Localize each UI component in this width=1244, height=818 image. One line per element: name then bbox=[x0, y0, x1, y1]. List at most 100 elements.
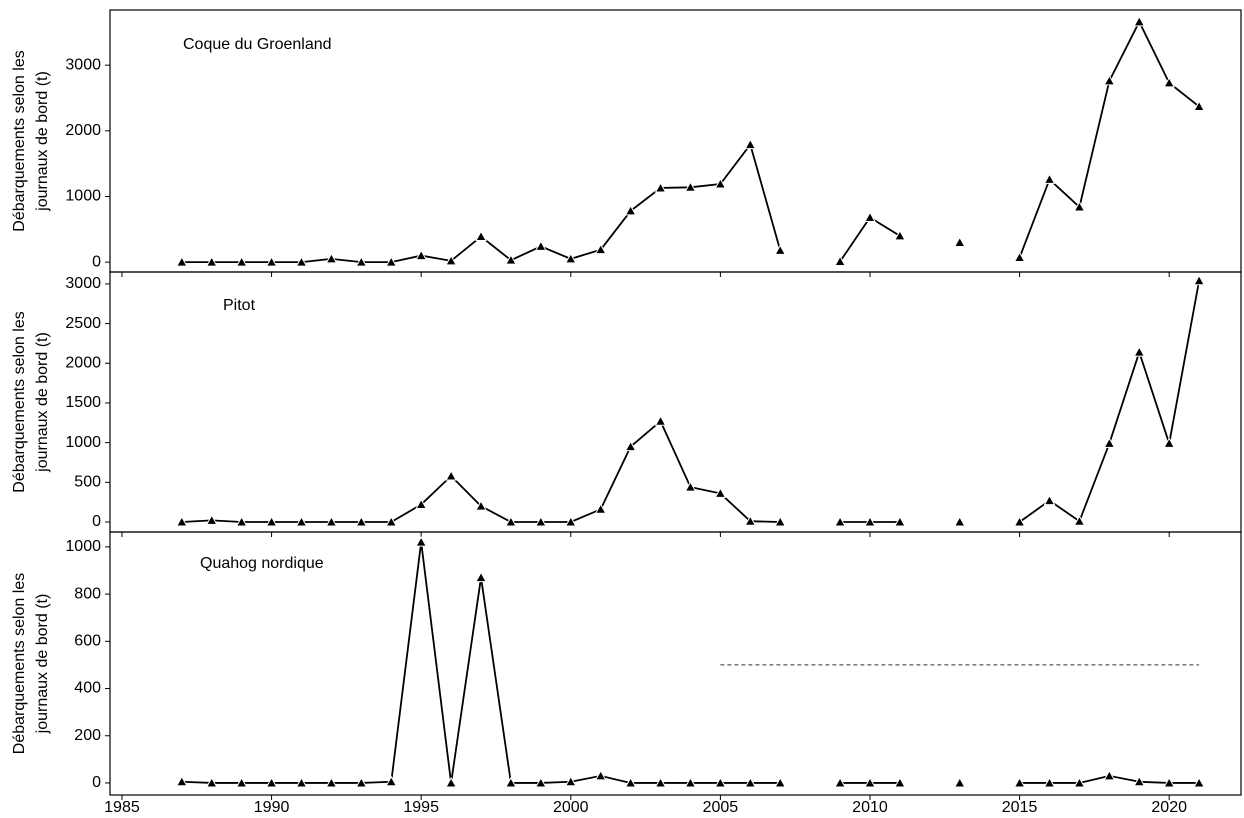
data-point bbox=[175, 256, 188, 267]
data-point bbox=[1103, 437, 1116, 448]
x-tick-label: 2000 bbox=[553, 799, 589, 816]
data-point bbox=[864, 776, 876, 788]
data-point bbox=[205, 776, 218, 788]
data-point bbox=[654, 776, 667, 788]
x-tick-label: 1990 bbox=[254, 799, 290, 816]
data-point bbox=[475, 230, 487, 242]
y-tick-label: 500 bbox=[74, 474, 101, 491]
y-tick-label: 2500 bbox=[65, 315, 101, 332]
data-point bbox=[445, 254, 457, 266]
data-point bbox=[1193, 776, 1205, 788]
data-point bbox=[1163, 776, 1176, 788]
data-point bbox=[505, 254, 517, 265]
data-point bbox=[475, 571, 487, 583]
data-point bbox=[535, 240, 547, 251]
y-tick-label: 200 bbox=[74, 727, 101, 744]
data-point bbox=[594, 243, 607, 255]
data-point bbox=[684, 481, 697, 492]
data-point bbox=[505, 776, 517, 788]
data-point bbox=[714, 487, 727, 498]
data-point bbox=[564, 515, 577, 527]
data-point bbox=[205, 256, 218, 267]
data-point bbox=[1103, 74, 1116, 86]
data-point bbox=[475, 500, 487, 511]
y-tick-label: 1000 bbox=[65, 434, 101, 451]
data-point bbox=[265, 776, 278, 788]
data-point bbox=[834, 776, 846, 788]
data-point bbox=[1043, 173, 1056, 184]
data-point bbox=[295, 515, 308, 527]
data-point bbox=[1133, 15, 1146, 27]
data-point bbox=[953, 515, 966, 527]
data-point bbox=[265, 256, 278, 267]
y-axis-label: Débarquements selon les bbox=[11, 311, 28, 492]
data-point bbox=[1013, 515, 1026, 527]
data-point bbox=[774, 244, 787, 255]
data-point bbox=[385, 775, 398, 787]
data-point bbox=[744, 138, 757, 150]
data-point bbox=[385, 515, 398, 527]
data-point bbox=[235, 515, 248, 527]
data-point bbox=[1073, 515, 1086, 526]
series-line bbox=[181, 19, 1200, 264]
data-point bbox=[774, 776, 787, 788]
y-tick-label: 3000 bbox=[65, 275, 101, 292]
plot-frame bbox=[109, 271, 1242, 533]
data-point bbox=[624, 776, 637, 788]
data-point bbox=[325, 252, 338, 264]
data-point bbox=[1163, 437, 1176, 448]
data-point bbox=[295, 256, 308, 267]
data-point bbox=[1103, 769, 1116, 781]
data-point bbox=[684, 776, 697, 788]
data-point bbox=[505, 515, 517, 527]
data-point bbox=[385, 256, 398, 267]
y-tick-label: 3000 bbox=[65, 56, 101, 73]
data-point bbox=[594, 769, 607, 781]
data-point bbox=[894, 515, 906, 527]
data-point bbox=[744, 776, 757, 788]
data-point bbox=[415, 249, 428, 261]
x-tick-label: 2005 bbox=[703, 799, 739, 816]
data-point bbox=[564, 252, 577, 264]
y-axis-label: Débarquements selon les bbox=[11, 50, 28, 231]
data-point bbox=[535, 776, 547, 788]
data-point bbox=[235, 776, 248, 788]
x-tick-label: 1985 bbox=[104, 799, 140, 816]
y-tick-label: 0 bbox=[92, 774, 101, 791]
data-point bbox=[714, 776, 727, 788]
y-tick-label: 600 bbox=[74, 633, 101, 650]
x-tick-label: 1995 bbox=[403, 799, 439, 816]
data-point bbox=[1073, 776, 1086, 788]
data-point bbox=[1043, 494, 1056, 506]
data-point bbox=[175, 775, 188, 787]
y-tick-label: 800 bbox=[74, 585, 101, 602]
y-axis-label: journaux de bord (t) bbox=[34, 71, 51, 212]
data-point bbox=[744, 515, 757, 526]
data-point bbox=[1133, 346, 1146, 357]
data-point bbox=[624, 204, 637, 216]
data-point bbox=[684, 181, 697, 192]
data-point bbox=[1163, 76, 1176, 88]
data-point bbox=[535, 515, 547, 527]
data-point bbox=[953, 776, 966, 788]
series-line bbox=[181, 542, 1200, 784]
data-point bbox=[1073, 200, 1086, 212]
data-point bbox=[235, 256, 248, 267]
data-point bbox=[834, 255, 846, 266]
data-point bbox=[834, 515, 846, 527]
panel-title: Coque du Groenland bbox=[183, 36, 332, 53]
data-point bbox=[325, 776, 338, 788]
data-point bbox=[624, 440, 637, 452]
data-point bbox=[1193, 100, 1205, 112]
data-point bbox=[864, 515, 876, 527]
plot-frame bbox=[109, 531, 1242, 796]
data-point bbox=[1193, 274, 1205, 286]
data-point bbox=[1013, 776, 1026, 788]
x-tick-label: 2010 bbox=[852, 799, 888, 816]
y-tick-label: 0 bbox=[92, 253, 101, 270]
y-tick-label: 0 bbox=[92, 513, 101, 530]
data-point bbox=[654, 181, 667, 193]
data-point bbox=[355, 776, 368, 788]
y-tick-label: 2000 bbox=[65, 354, 101, 371]
